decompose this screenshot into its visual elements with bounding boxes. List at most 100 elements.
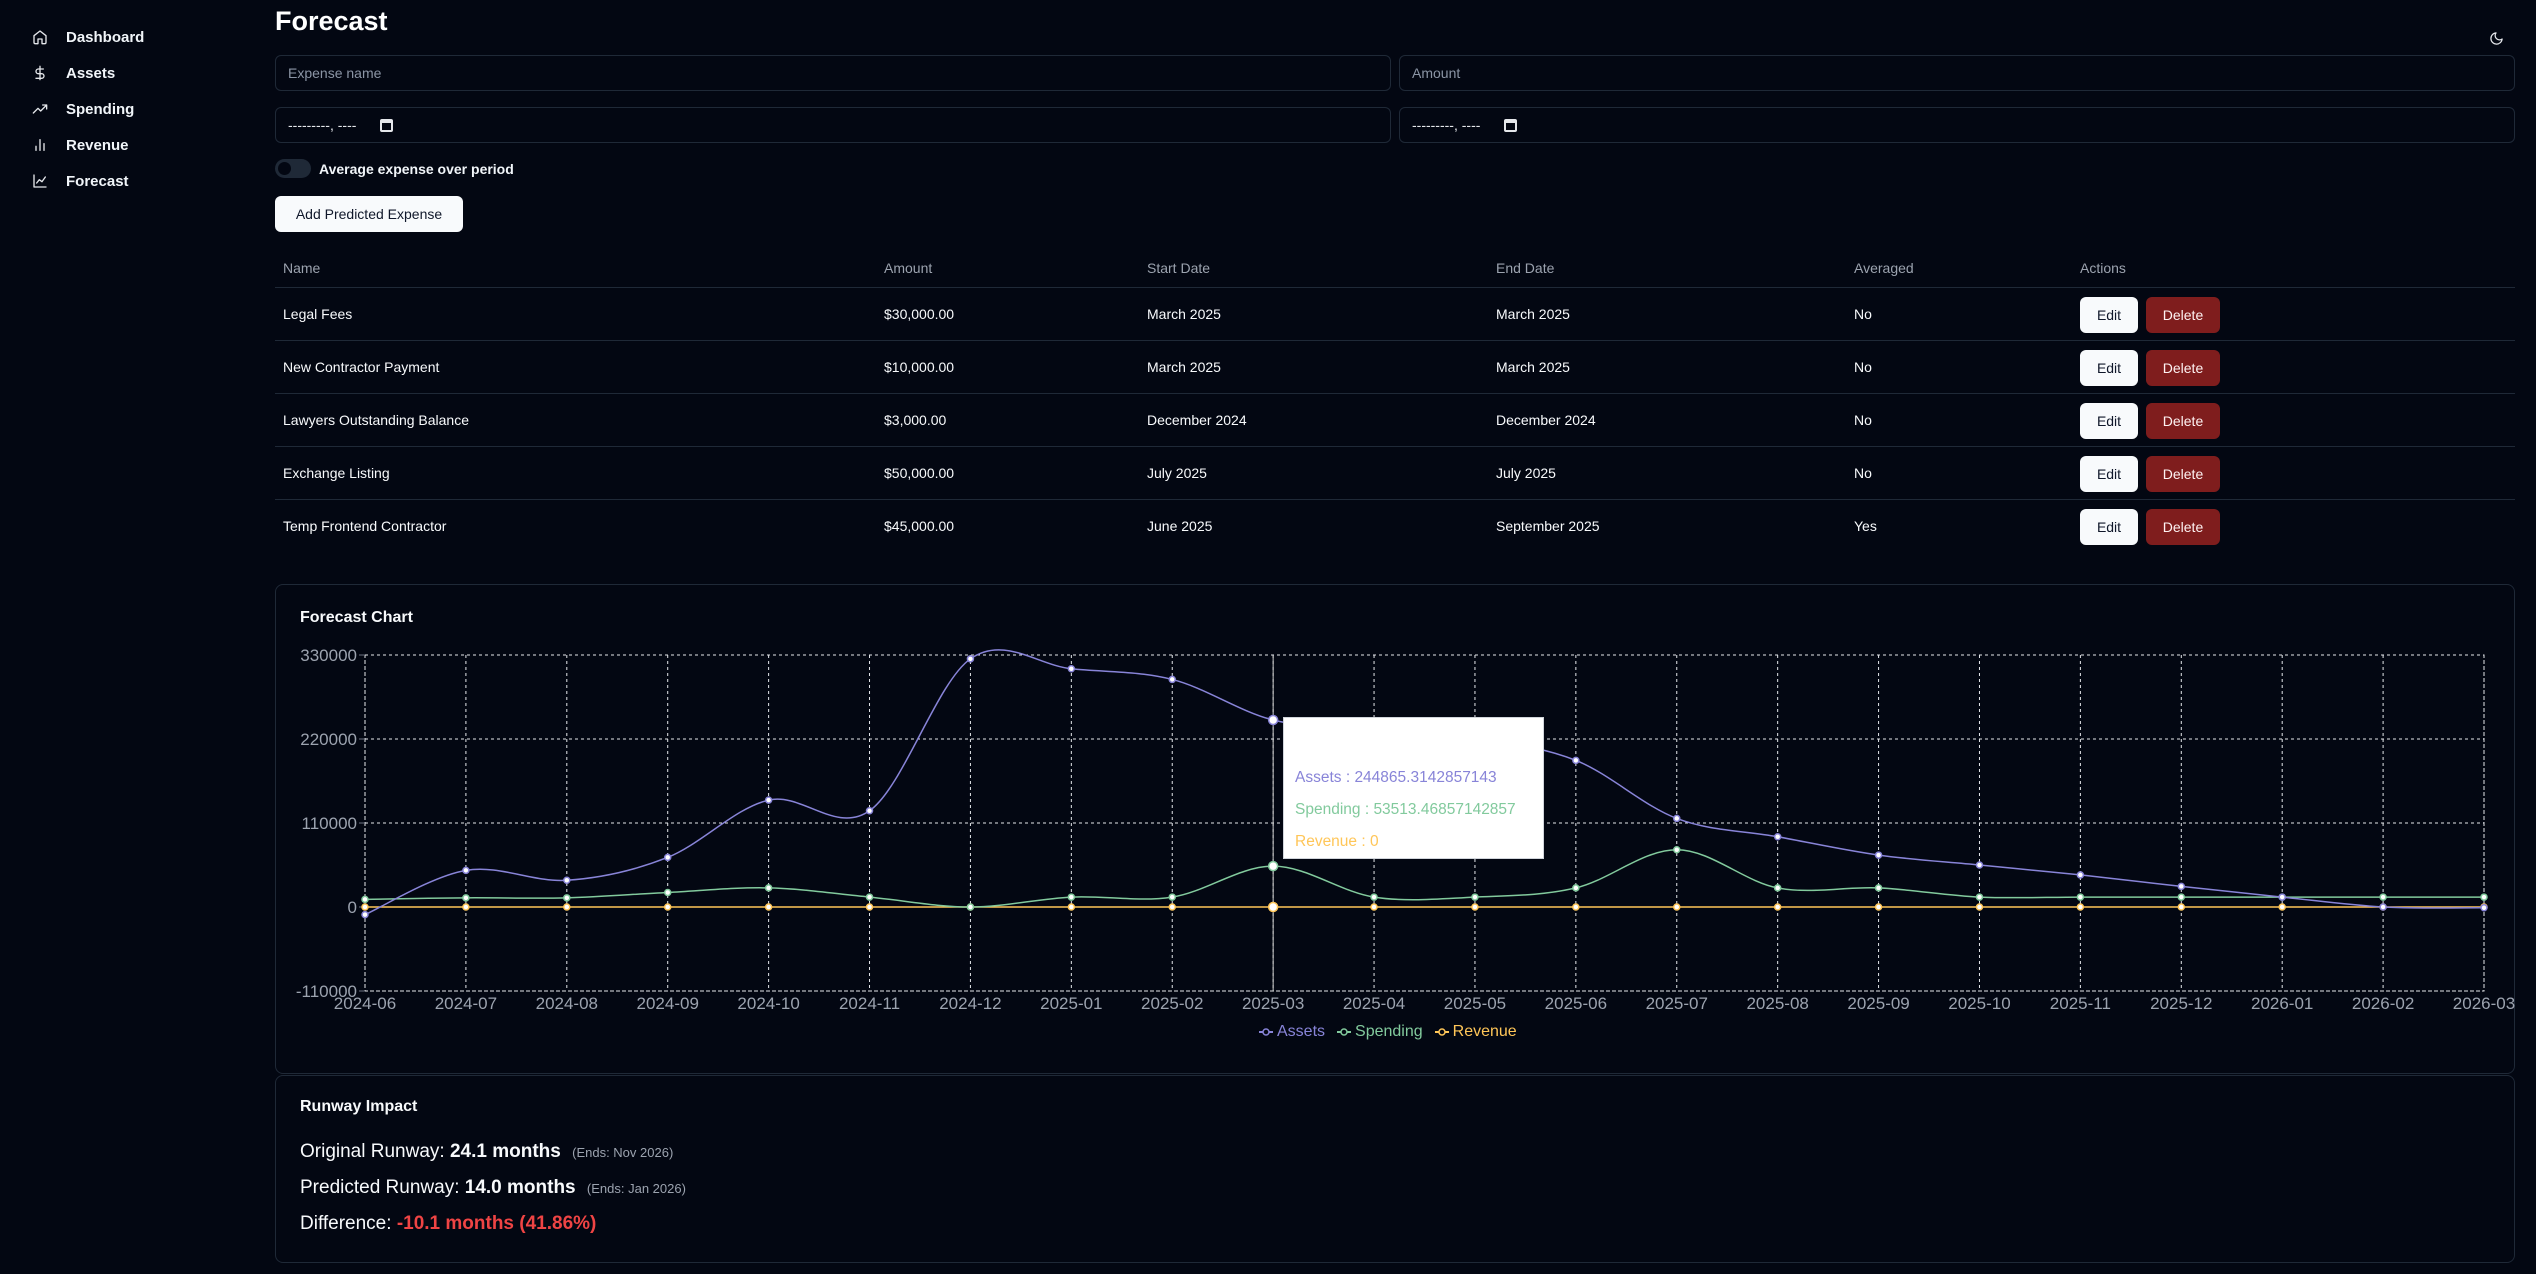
legend-label: Spending: [1355, 1023, 1423, 1040]
y-tick-label: 110000: [302, 814, 357, 833]
data-point-assets: [1975, 861, 1984, 869]
cell-amount: $3,000.00: [884, 412, 947, 428]
x-tick-label: 2025-08: [1746, 994, 1808, 1013]
page-title: Forecast: [275, 6, 388, 36]
data-point-assets: [563, 876, 571, 885]
edit-button[interactable]: Edit: [2080, 509, 2138, 545]
x-tick-label: 2024-11: [839, 994, 900, 1013]
data-point-assets: [2177, 882, 2186, 891]
data-point-revenue: [1572, 903, 1580, 911]
end-date-input[interactable]: ---------, ----: [1399, 107, 2515, 143]
sidebar-item-forecast[interactable]: Forecast: [32, 163, 129, 199]
data-point-spending: [1168, 893, 1176, 901]
y-tick-label: 0: [348, 898, 357, 917]
delete-button[interactable]: Delete: [2146, 456, 2220, 492]
edit-button[interactable]: Edit: [2080, 350, 2138, 386]
data-point-spending: [2177, 893, 2186, 901]
delete-button[interactable]: Delete: [2146, 297, 2220, 333]
sidebar: Dashboard Assets Spending Revenue Foreca…: [0, 0, 250, 1274]
data-point-assets: [2480, 904, 2488, 912]
add-predicted-expense-button[interactable]: Add Predicted Expense: [275, 196, 463, 232]
legend-item-revenue[interactable]: Revenue: [1434, 1023, 1517, 1041]
x-tick-label: 2025-01: [1040, 994, 1102, 1013]
average-expense-toggle[interactable]: [275, 159, 311, 178]
chart-tooltip: 2025-03 Assets : 244865.3142857143 Spend…: [1283, 717, 1544, 859]
cell-name: Exchange Listing: [283, 465, 390, 481]
x-tick-label: 2024-09: [637, 994, 699, 1013]
sidebar-item-revenue[interactable]: Revenue: [32, 127, 129, 163]
theme-toggle-button[interactable]: [2484, 26, 2508, 50]
data-point-spending: [1370, 893, 1378, 901]
x-tick-label: 2026-01: [2251, 994, 2313, 1013]
cell-start-date: March 2025: [1147, 359, 1221, 375]
delete-button[interactable]: Delete: [2146, 403, 2220, 439]
data-point-spending: [1874, 884, 1883, 892]
edit-button[interactable]: Edit: [2080, 403, 2138, 439]
x-tick-label: 2024-06: [334, 994, 396, 1013]
dollar-icon: [35, 65, 45, 81]
cell-averaged: No: [1854, 412, 1872, 428]
x-tick-label: 2025-09: [1847, 994, 1909, 1013]
delete-button[interactable]: Delete: [2146, 350, 2220, 386]
data-point-revenue: [361, 903, 369, 911]
legend-label: Assets: [1277, 1023, 1326, 1040]
data-point-spending: [1673, 845, 1681, 854]
table-row: New Contractor Payment $10,000.00 March 20…: [275, 341, 2515, 394]
cell-end-date: September 2025: [1496, 518, 1600, 534]
data-point-assets: [2379, 903, 2387, 911]
legend-line-icon: [1337, 1028, 1352, 1036]
cell-start-date: June 2025: [1147, 518, 1213, 534]
data-point-spending: [865, 893, 874, 901]
cell-averaged: No: [1854, 465, 1872, 481]
trending-up-icon: [32, 104, 48, 114]
data-point-assets: [1773, 832, 1782, 841]
tooltip-revenue: Revenue : 0: [1295, 833, 1379, 850]
data-point-assets: [865, 807, 874, 815]
data-point-revenue: [764, 903, 773, 911]
end-date-value: ---------, ----: [1412, 117, 1481, 133]
data-point-revenue: [1168, 903, 1176, 911]
table-header: Name Amount Start Date End Date Averaged…: [275, 248, 2515, 288]
original-runway: Original Runway: 24.1 months (Ends: Nov …: [300, 1141, 673, 1163]
sidebar-item-spending[interactable]: Spending: [32, 91, 134, 127]
data-point-spending: [1267, 860, 1279, 872]
average-expense-label: Average expense over period: [319, 161, 514, 177]
data-point-spending: [1975, 893, 1984, 901]
sidebar-item-dashboard[interactable]: Dashboard: [32, 19, 144, 55]
calendar-icon[interactable]: [1504, 118, 1518, 132]
legend-item-spending[interactable]: Spending: [1337, 1023, 1423, 1041]
cell-averaged: No: [1854, 306, 1872, 322]
sidebar-item-label: Forecast: [66, 172, 129, 190]
line-chart-icon: [33, 174, 47, 188]
x-tick-label: 2025-04: [1343, 994, 1405, 1013]
start-date-value: ---------, ----: [288, 117, 357, 133]
edit-button[interactable]: Edit: [2080, 456, 2138, 492]
moon-icon: [2489, 31, 2503, 45]
data-point-revenue: [663, 903, 672, 911]
x-tick-label: 2024-07: [435, 994, 497, 1013]
predicted-runway: Predicted Runway: 14.0 months (Ends: Jan…: [300, 1177, 686, 1199]
sidebar-item-assets[interactable]: Assets: [32, 55, 115, 91]
data-point-assets: [1572, 756, 1580, 765]
start-date-input[interactable]: ---------, ----: [275, 107, 1391, 143]
table-row: Legal Fees $30,000.00 March 2025 March 2025…: [275, 288, 2515, 341]
runway-difference: Difference: -10.1 months (41.86%): [300, 1213, 596, 1235]
cell-name: Temp Frontend Contractor: [283, 518, 447, 534]
delete-button[interactable]: Delete: [2146, 509, 2220, 545]
x-tick-label: 2024-10: [737, 994, 799, 1013]
cell-averaged: Yes: [1854, 518, 1877, 534]
edit-button[interactable]: Edit: [2080, 297, 2138, 333]
data-point-spending: [663, 888, 672, 897]
data-point-revenue: [462, 903, 470, 911]
data-point-spending: [1572, 884, 1580, 892]
amount-input[interactable]: [1399, 55, 2515, 91]
data-point-spending: [2076, 893, 2085, 901]
data-point-assets: [1067, 664, 1076, 673]
y-tick-label: 220000: [300, 730, 357, 749]
data-point-assets: [663, 853, 672, 862]
legend-item-assets[interactable]: Assets: [1259, 1023, 1325, 1041]
calendar-icon[interactable]: [380, 118, 394, 132]
data-point-revenue: [1067, 903, 1076, 911]
expense-name-input[interactable]: [275, 55, 1391, 91]
